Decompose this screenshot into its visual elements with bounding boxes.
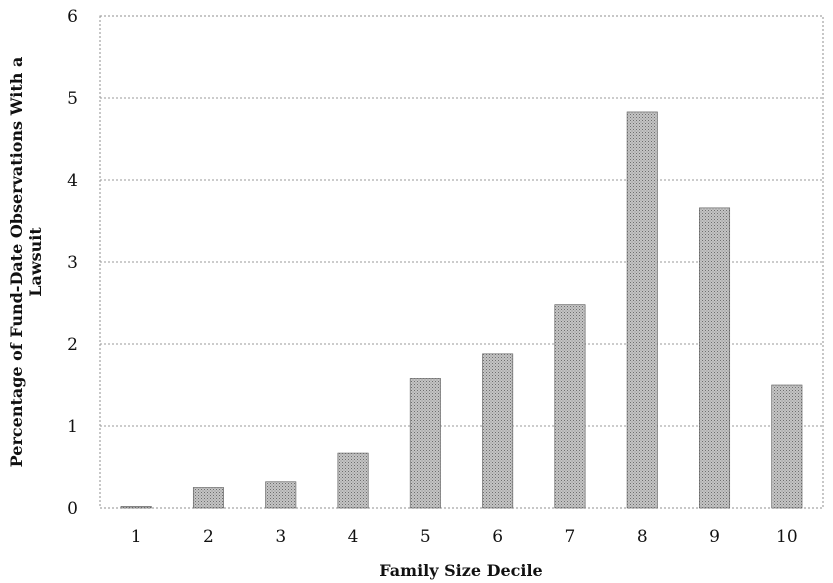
y-axis-title-line-1: Percentage of Fund-Date Observations Wit… (7, 57, 26, 468)
y-tick-label: 6 (67, 7, 78, 27)
x-tick-label: 7 (565, 527, 576, 547)
y-tick-label: 2 (67, 335, 78, 355)
y-axis-title-line-2: Lawsuit (26, 227, 45, 297)
x-tick-label: 1 (131, 527, 142, 547)
x-tick-label: 3 (275, 527, 286, 547)
bar-decile-5 (409, 378, 441, 509)
grid-lines (100, 97, 823, 427)
x-tick-label: 2 (203, 527, 214, 547)
x-tick-label: 5 (420, 527, 431, 547)
bar-decile-9 (699, 207, 731, 509)
bars (120, 111, 803, 509)
y-tick-label: 5 (67, 89, 78, 109)
x-tick-label: 6 (492, 527, 503, 547)
y-tick-label: 0 (67, 499, 78, 519)
bar-decile-4 (337, 452, 369, 509)
bar-decile-6 (482, 353, 514, 509)
bar-decile-8 (626, 111, 658, 509)
bar-decile-7 (554, 304, 586, 509)
x-axis-title: Family Size Decile (379, 561, 542, 580)
bar-decile-3 (265, 481, 297, 509)
x-tick-label: 8 (637, 527, 648, 547)
bar-decile-2 (192, 487, 224, 509)
x-tick-label: 9 (709, 527, 720, 547)
y-tick-label: 1 (67, 417, 78, 437)
bar-decile-10 (771, 384, 803, 509)
x-tick-label: 4 (348, 527, 359, 547)
y-axis-title: Percentage of Fund-Date Observations Wit… (7, 57, 45, 468)
bar-decile-1 (120, 506, 152, 509)
y-axis-ticks: 0 1 2 3 4 5 6 (67, 7, 78, 519)
y-tick-label: 3 (67, 253, 78, 273)
x-tick-label: 10 (776, 527, 798, 547)
x-axis-ticks: 1 2 3 4 5 6 7 8 9 10 (131, 527, 798, 547)
y-tick-label: 4 (67, 171, 78, 191)
